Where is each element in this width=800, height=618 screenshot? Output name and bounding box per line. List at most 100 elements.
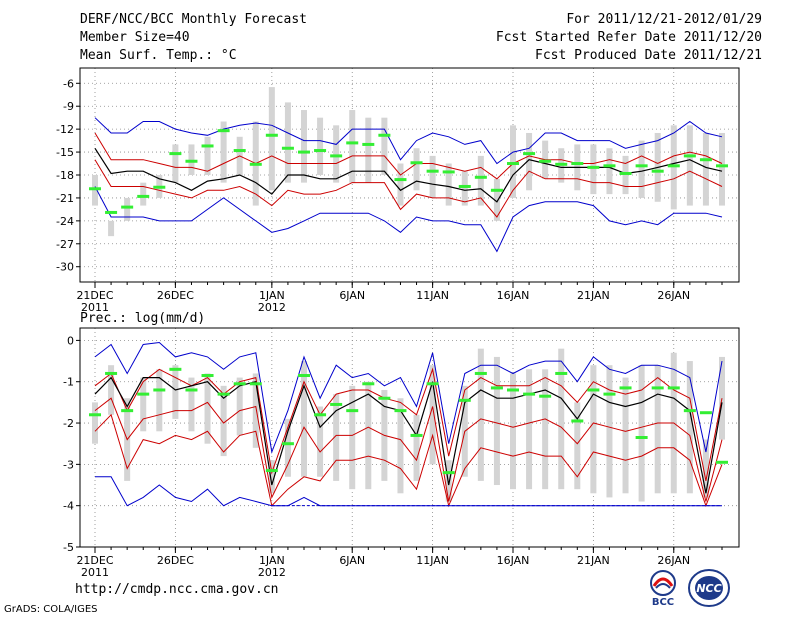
ensemble-bar [188, 377, 195, 432]
ensemble-bar [284, 102, 291, 183]
x-tick-label: 6JAN [339, 554, 365, 567]
x-tick-label: 21DEC [76, 554, 113, 567]
ensemble-bar [719, 132, 725, 206]
ncc-logo: NCC [688, 569, 730, 607]
obs-marker [362, 382, 375, 386]
y-tick-label: -9 [63, 100, 74, 113]
obs-marker [265, 133, 278, 137]
ensemble-bar [92, 402, 98, 444]
obs-marker [89, 187, 101, 191]
ensemble-bar [445, 163, 452, 206]
x-tick-label: 21JAN [577, 554, 610, 567]
x-tick-label: 11JAN [416, 554, 449, 567]
ensemble-bar [156, 369, 163, 432]
obs-marker [507, 162, 519, 166]
obs-marker [619, 171, 632, 175]
ensemble-bar [317, 406, 324, 477]
ensemble-bar [301, 110, 307, 183]
x-tick-label: 11JAN [416, 289, 449, 302]
y-tick-label: -1 [63, 376, 74, 389]
ensemble-bar [429, 365, 436, 465]
obs-marker [667, 164, 680, 168]
ensemble-bar [204, 373, 211, 444]
ensemble-bar [333, 125, 340, 183]
obs-marker [394, 409, 407, 413]
ensemble-bar [558, 348, 565, 490]
ensemble-bar [172, 365, 179, 419]
ensemble-bar [461, 171, 468, 206]
x-tick-label: 1JAN [259, 554, 285, 567]
series-line-max [94, 341, 723, 454]
obs-marker [683, 409, 696, 413]
ensemble-bar [204, 136, 211, 175]
forecast-start-date-label: Fcst Started Refer Date 2011/12/20 [495, 30, 762, 45]
y-tick-label: -27 [56, 238, 74, 251]
obs-marker [169, 367, 182, 371]
y-tick-label: -5 [63, 541, 74, 554]
obs-marker [490, 386, 503, 390]
obs-marker [121, 205, 134, 209]
ensemble-bar [124, 197, 131, 221]
obs-marker [281, 146, 294, 150]
ensemble-bar [606, 365, 613, 498]
obs-marker [249, 382, 262, 386]
x-tick-label: 1JAN [259, 289, 285, 302]
ensemble-bar [670, 125, 677, 210]
ensemble-bar [220, 121, 227, 183]
obs-marker [362, 142, 375, 146]
ensemble-bar [477, 348, 484, 481]
obs-marker [507, 388, 519, 392]
obs-marker [233, 382, 246, 386]
series-line-upper [94, 367, 723, 481]
obs-marker [201, 144, 214, 148]
ensemble-bar [349, 110, 356, 183]
ensemble-bar [108, 220, 115, 237]
obs-marker [394, 178, 407, 182]
obs-marker [523, 152, 536, 156]
obs-marker [651, 386, 664, 390]
obs-marker [523, 392, 536, 396]
obs-marker [699, 411, 712, 415]
obs-marker [89, 413, 101, 417]
ensemble-bar [317, 117, 324, 175]
y-tick-label: -24 [56, 215, 74, 228]
x-tick-label: 6JAN [339, 289, 365, 302]
obs-marker [442, 170, 455, 174]
ensemble-bar [606, 148, 613, 195]
ensemble-bar [702, 439, 709, 498]
obs-marker [217, 392, 230, 396]
obs-marker [153, 185, 166, 189]
obs-marker [314, 149, 327, 153]
ensemble-bar [140, 377, 147, 432]
precip-chart-title: Prec.: log(mm/d) [80, 311, 205, 326]
ensemble-bar [349, 385, 356, 490]
forecast-produced-date-label: Fcst Produced Date 2011/12/21 [535, 48, 762, 63]
obs-marker [716, 460, 728, 464]
ensemble-bar [284, 418, 291, 477]
obs-marker [458, 184, 471, 188]
x-tick-sublabel: 2011 [81, 301, 109, 314]
ensemble-bar [526, 132, 533, 191]
ensemble-bar [188, 144, 195, 175]
obs-marker [249, 162, 262, 166]
ensemble-bar [477, 155, 484, 206]
ensemble-bar [413, 414, 420, 481]
ensemble-bar [526, 369, 533, 490]
ensemble-bar [622, 377, 629, 494]
obs-marker [635, 436, 648, 439]
website-url[interactable]: http://cmdp.ncc.cma.gov.cn [75, 582, 279, 597]
ensemble-bar [445, 460, 452, 502]
grads-credit: GrADS: COLA/IGES [4, 604, 98, 615]
y-tick-label: -18 [56, 169, 74, 182]
y-tick-label: -3 [63, 458, 74, 471]
obs-marker [442, 471, 455, 475]
ensemble-bar [622, 155, 629, 195]
obs-marker [378, 396, 391, 400]
y-tick-label: -21 [56, 192, 74, 205]
obs-marker [137, 194, 150, 198]
variable-label: Mean Surf. Temp.: °C [80, 48, 237, 63]
series-line-mean [94, 376, 723, 494]
x-tick-label: 26DEC [157, 289, 194, 302]
series-line-min [94, 186, 723, 253]
